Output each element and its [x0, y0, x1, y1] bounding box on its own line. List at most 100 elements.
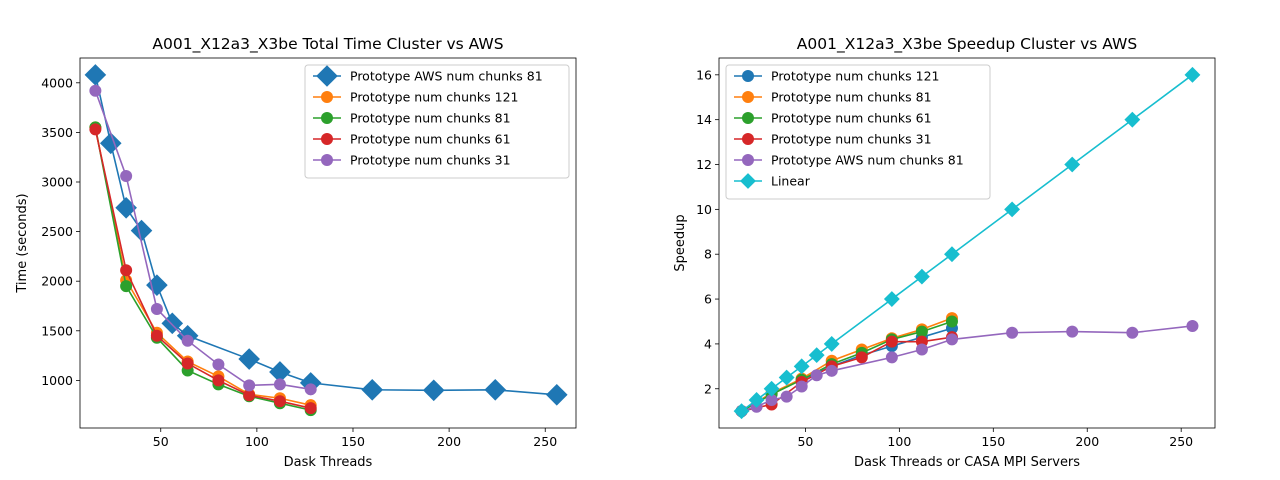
right-y-axis-label: Speedup — [673, 214, 688, 271]
left-data-point — [243, 389, 256, 402]
right-legend-marker — [742, 154, 754, 166]
left-y-tick-label: 1000 — [41, 373, 73, 388]
left-data-point — [150, 329, 163, 342]
left-legend-label: Prototype num chunks 81 — [350, 111, 511, 126]
right-data-point — [793, 358, 810, 375]
right-data-point — [780, 390, 793, 403]
left-data-point — [120, 170, 133, 183]
right-legend-entry: Prototype AWS num chunks 81 — [734, 153, 964, 168]
right-legend-label: Prototype num chunks 121 — [771, 69, 940, 84]
right-series-6 — [733, 66, 1201, 420]
right-y-tick-label: 10 — [696, 202, 712, 217]
right-data-point — [825, 364, 838, 377]
right-y-tick-label: 2 — [704, 381, 712, 396]
right-data-point — [915, 325, 928, 338]
right-legend-entry: Prototype num chunks 121 — [734, 69, 940, 84]
right-data-point — [808, 347, 825, 364]
right-data-point — [1064, 156, 1081, 173]
left-y-tick-label: 1500 — [41, 323, 73, 338]
left-legend-label: Prototype num chunks 61 — [350, 132, 511, 147]
right-data-point — [944, 246, 960, 263]
right-legend: Prototype num chunks 121 Prototype num ch… — [725, 64, 991, 200]
right-data-point — [883, 291, 900, 307]
right-data-point — [855, 351, 868, 364]
left-plot-area — [84, 64, 568, 417]
right-data-point — [915, 343, 928, 356]
left-data-point — [238, 348, 260, 370]
left-data-point — [146, 274, 168, 296]
left-legend-label: Prototype AWS num chunks 81 — [350, 69, 543, 84]
right-x-tick-label: 250 — [1169, 434, 1193, 449]
right-x-axis-label: Dask Threads or CASA MPI Servers — [854, 455, 1080, 470]
right-data-point — [945, 333, 958, 346]
right-chart-title: A001_X12a3_X3be Speedup Cluster vs AWS — [797, 35, 1137, 54]
left-legend-frame — [304, 64, 570, 179]
left-legend-entry: Prototype AWS num chunks 81 — [313, 65, 543, 87]
left-series-5 — [89, 84, 317, 396]
right-data-point — [885, 335, 898, 348]
left-legend-marker — [321, 91, 333, 103]
right-x-tick-label: 50 — [797, 434, 813, 449]
left-data-point — [304, 402, 317, 415]
left-y-tick-label: 3500 — [41, 125, 73, 140]
right-legend-marker — [740, 173, 756, 189]
left-x-tick-label: 150 — [341, 434, 365, 449]
right-data-point — [1006, 326, 1019, 339]
left-legend-marker — [321, 112, 333, 124]
left-data-point — [243, 379, 256, 392]
right-y-tick-label: 8 — [704, 247, 712, 262]
right-data-point — [763, 380, 780, 397]
right-data-point — [810, 369, 823, 382]
right-legend-entry: Prototype num chunks 31 — [734, 132, 932, 147]
left-legend-entry: Prototype num chunks 81 — [313, 111, 511, 126]
left-y-tick-label: 2500 — [41, 224, 73, 239]
right-data-point — [1186, 319, 1199, 332]
left-chart-title: A001_X12a3_X3be Total Time Cluster vs AW… — [152, 35, 503, 54]
left-data-point — [181, 357, 194, 370]
left-data-point — [150, 302, 163, 315]
left-legend-entry: Prototype num chunks 31 — [313, 153, 511, 168]
right-data-point — [1184, 66, 1201, 83]
right-x-tick-label: 150 — [981, 434, 1005, 449]
right-legend-entry: Prototype num chunks 81 — [734, 90, 932, 105]
left-data-point — [273, 395, 286, 408]
left-data-point — [120, 280, 133, 293]
left-data-point — [99, 132, 122, 155]
right-data-point — [748, 392, 765, 408]
right-y-tick-label: 4 — [704, 336, 712, 351]
left-data-point — [484, 379, 507, 401]
left-y-axis-label: Time (seconds) — [15, 193, 30, 293]
right-legend-label: Prototype AWS num chunks 81 — [771, 153, 964, 168]
right-data-point — [795, 380, 808, 393]
left-x-axis-label: Dask Threads — [284, 455, 373, 470]
left-series-4 — [89, 123, 317, 415]
right-y-tick-label: 6 — [704, 292, 712, 307]
right-legend-marker — [742, 112, 754, 124]
left-legend-entry: Prototype num chunks 121 — [313, 90, 519, 105]
right-legend-marker — [742, 91, 754, 103]
left-data-point — [120, 264, 133, 277]
right-data-point — [823, 335, 840, 352]
left-legend-label: Prototype num chunks 31 — [350, 153, 511, 168]
right-data-point — [885, 351, 898, 364]
right-data-point — [1066, 325, 1079, 338]
left-legend: Prototype AWS num chunks 81 Prototype num… — [304, 64, 570, 179]
left-data-point — [84, 64, 107, 86]
right-plot-area — [733, 66, 1201, 420]
right-data-point — [1124, 111, 1141, 128]
right-data-point — [1126, 326, 1139, 339]
left-legend-marker — [316, 65, 338, 87]
left-data-point — [269, 361, 291, 383]
right-x-tick-label: 100 — [887, 434, 911, 449]
left-data-point — [161, 312, 184, 335]
left-data-point — [545, 383, 568, 406]
right-data-point — [913, 268, 930, 285]
right-y-tick-label: 16 — [696, 67, 712, 82]
left-y-tick-label: 3000 — [41, 174, 73, 189]
right-y-tick-label: 12 — [696, 157, 712, 172]
right-legend-frame — [725, 64, 991, 200]
left-data-point — [89, 84, 102, 97]
right-data-point — [945, 315, 958, 328]
right-legend-label: Prototype num chunks 81 — [771, 90, 932, 105]
